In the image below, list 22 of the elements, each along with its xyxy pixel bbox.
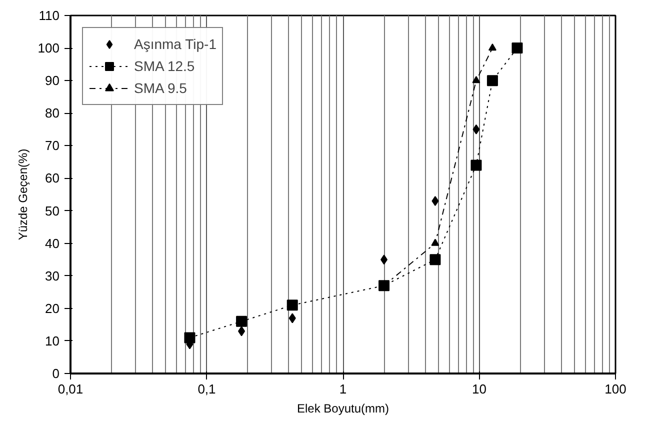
y-tick-label: 100: [38, 40, 60, 56]
legend-label: SMA 12.5: [134, 58, 195, 74]
y-tick-label: 20: [45, 300, 60, 316]
x-tick-label: 1: [339, 382, 347, 396]
y-tick-label: 10: [45, 333, 60, 348]
y-axis-title: Yüzde Geçen(%): [16, 148, 30, 240]
legend-label: SMA 9.5: [134, 80, 187, 96]
y-tick-label: 50: [45, 203, 60, 218]
x-axis-title: Elek Boyutu(mm): [296, 402, 390, 416]
y-tick-label: 40: [45, 236, 60, 251]
y-tick-label: 110: [38, 8, 60, 23]
x-tick-label: 100: [604, 382, 626, 396]
legend-label: Aşınma Tip-1: [134, 36, 216, 52]
x-tick-label: 0,1: [198, 382, 216, 396]
x-tick-label: 10: [472, 382, 486, 396]
y-tick-label: 60: [45, 170, 60, 186]
y-tick-label: 0: [52, 366, 60, 381]
y-tick-label: 90: [45, 73, 60, 88]
y-tick-label: 80: [45, 106, 60, 121]
x-tick-label: 0,01: [58, 382, 84, 396]
y-tick-label: 30: [45, 268, 60, 284]
y-tick-label: 70: [45, 138, 60, 154]
